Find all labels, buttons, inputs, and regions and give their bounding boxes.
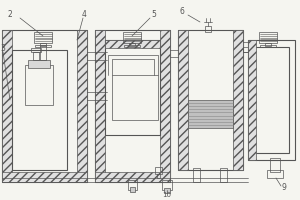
Text: 9: 9	[282, 183, 287, 192]
Bar	[35, 45, 51, 47]
Bar	[95, 172, 170, 182]
Bar	[28, 60, 50, 68]
Bar	[124, 45, 140, 47]
Bar	[259, 32, 277, 43]
Bar	[155, 167, 162, 174]
Bar	[260, 45, 276, 47]
Bar	[248, 40, 295, 160]
Text: 2: 2	[7, 10, 12, 19]
Bar	[77, 30, 87, 182]
Bar	[157, 174, 160, 178]
Bar	[254, 47, 289, 153]
Bar	[105, 40, 160, 48]
Text: 6: 6	[180, 7, 185, 16]
Bar	[220, 168, 227, 182]
Bar	[265, 43, 271, 46]
Bar	[160, 30, 170, 182]
Bar	[248, 40, 256, 160]
Bar	[178, 30, 243, 170]
Bar	[2, 172, 87, 182]
Bar	[112, 75, 158, 120]
Bar	[233, 30, 243, 170]
Text: 5: 5	[151, 10, 156, 19]
Bar	[12, 50, 67, 170]
Bar	[105, 40, 160, 135]
Bar	[25, 65, 53, 105]
Bar	[95, 30, 170, 182]
Bar	[193, 168, 200, 182]
Bar	[130, 187, 135, 192]
Bar	[40, 45, 46, 60]
Bar	[188, 100, 233, 128]
Bar	[243, 47, 248, 52]
Bar	[164, 188, 170, 193]
Bar	[128, 180, 137, 190]
Bar	[178, 30, 188, 170]
Bar	[34, 32, 52, 43]
Bar	[2, 30, 12, 182]
Bar	[2, 30, 87, 182]
Text: 10: 10	[162, 192, 171, 198]
Bar	[267, 170, 283, 178]
Text: 3: 3	[0, 44, 5, 53]
Bar	[270, 158, 280, 172]
Bar	[162, 180, 172, 190]
Bar	[129, 43, 135, 46]
Bar	[205, 26, 211, 32]
Bar	[40, 43, 46, 46]
Bar	[123, 32, 141, 43]
Bar	[95, 30, 105, 182]
Bar	[33, 52, 39, 60]
Bar	[31, 48, 41, 52]
Text: 4: 4	[82, 10, 87, 19]
